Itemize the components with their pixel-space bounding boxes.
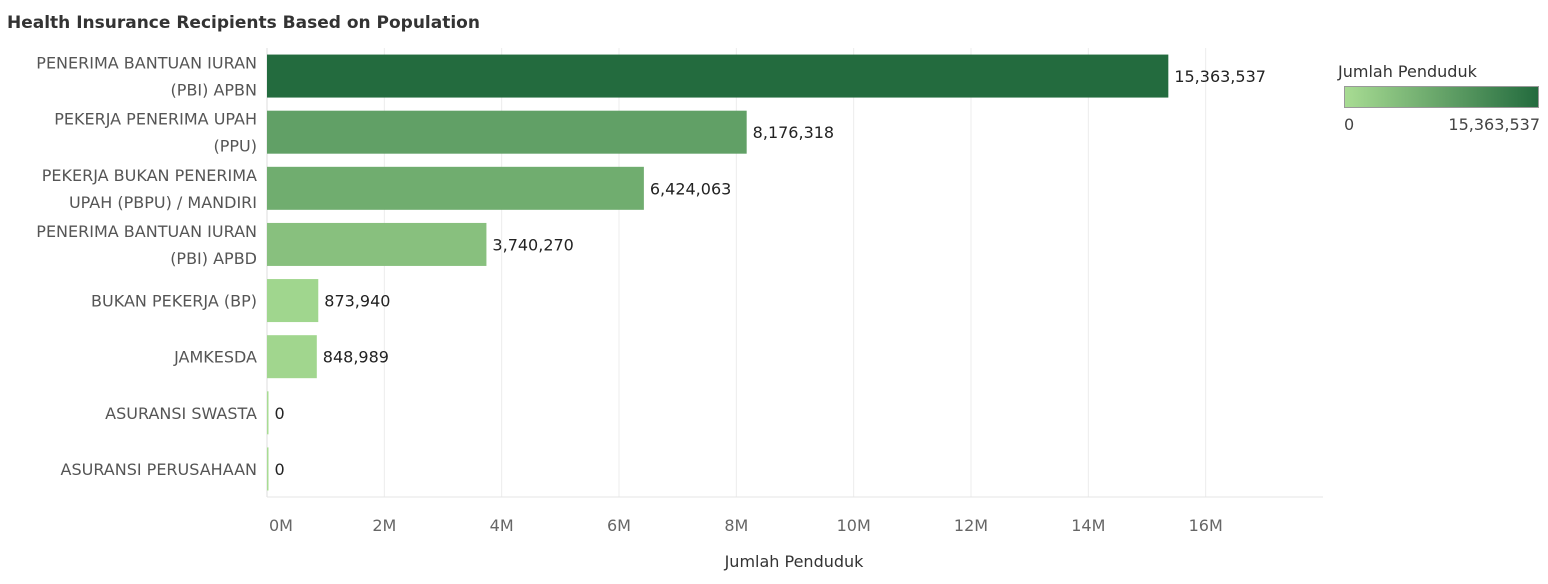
legend-min-label: 0 [1344,115,1355,134]
bar [267,391,269,435]
x-tick-label: 12M [954,516,988,535]
x-tick-label: 10M [837,516,871,535]
category-label: JAMKESDA [173,348,257,367]
chart-title: Health Insurance Recipients Based on Pop… [7,13,480,33]
category-label: (PBI) APBD [170,249,257,268]
x-tick-label: 0M [269,516,293,535]
bar [267,110,747,154]
category-label: (PBI) APBN [171,81,257,100]
category-label: ASURANSI SWASTA [105,404,257,423]
x-tick-label: 4M [490,516,514,535]
x-axis-title: Jumlah Penduduk [724,552,865,571]
x-tick-label: 14M [1071,516,1105,535]
data-label: 15,363,537 [1174,67,1266,86]
color-legend: Jumlah Penduduk 0 15,363,537 [1338,62,1542,137]
category-label: ASURANSI PERUSAHAAN [61,460,257,479]
bar [267,447,269,491]
data-label: 0 [275,404,285,423]
category-label: BUKAN PEKERJA (BP) [91,292,257,311]
bar [267,166,644,210]
bar [267,222,487,266]
x-tick-label: 2M [372,516,396,535]
legend-gradient-bar [1344,86,1539,108]
data-label: 8,176,318 [753,123,834,142]
legend-max-label: 15,363,537 [1448,115,1540,134]
bar [267,54,1169,98]
bar [267,335,317,379]
category-label: PEKERJA BUKAN PENERIMA [42,166,257,185]
data-label: 873,940 [324,292,390,311]
data-label: 6,424,063 [650,179,731,198]
data-label: 848,989 [323,348,389,367]
category-label: PEKERJA PENERIMA UPAH [54,110,257,129]
category-label: PENERIMA BANTUAN IURAN [36,222,257,241]
legend-title: Jumlah Penduduk [1338,62,1477,81]
category-label: PENERIMA BANTUAN IURAN [36,54,257,73]
data-label: 0 [275,460,285,479]
category-label: (PPU) [214,137,258,156]
bar [267,279,319,323]
x-tick-label: 6M [607,516,631,535]
category-label: UPAH (PBPU) / MANDIRI [69,193,257,212]
x-tick-label: 8M [724,516,748,535]
x-tick-label: 16M [1189,516,1223,535]
data-label: 3,740,270 [492,235,573,254]
